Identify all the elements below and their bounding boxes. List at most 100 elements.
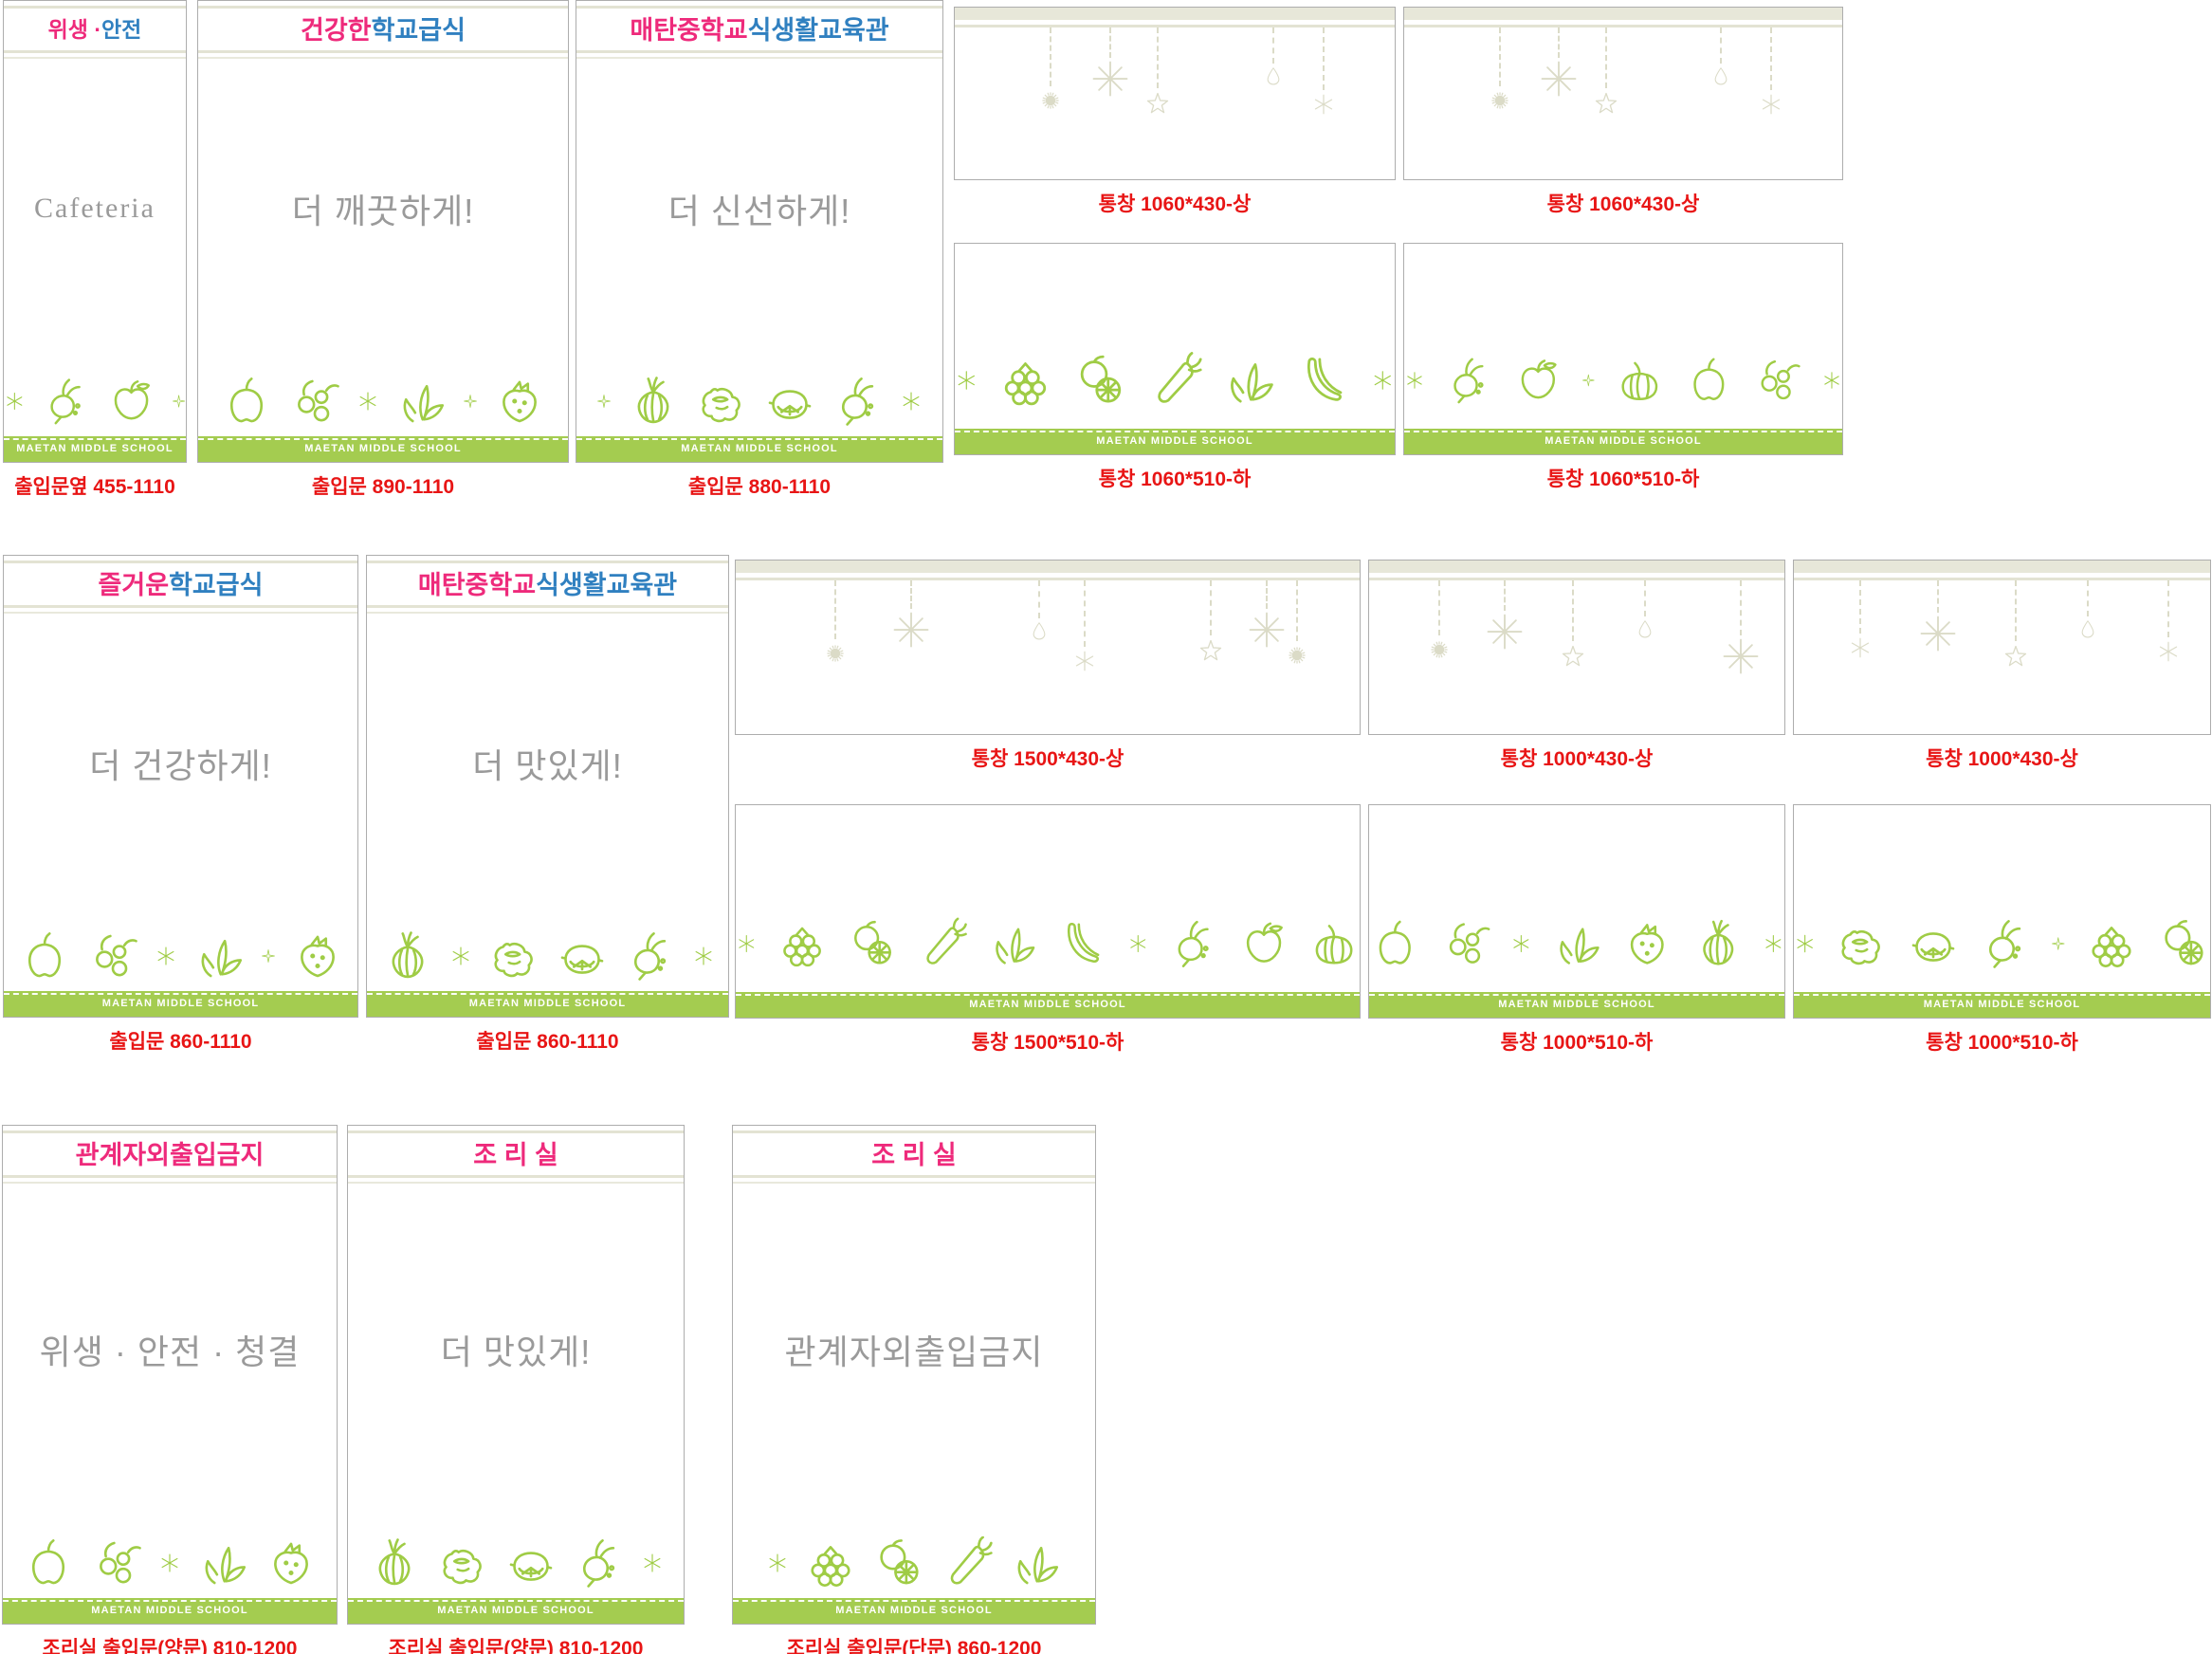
panel-unit-door-455: 위생 · 안전 Cafeteria MAETAN MIDDLE SCHOOL 출입문옆…: [3, 0, 187, 500]
cabbage-icon: [1841, 929, 1881, 965]
fruit-vegetable-icon-row: [576, 375, 942, 428]
berries-icon: [1761, 360, 1801, 400]
cabbage-icon: [702, 387, 740, 423]
pom-icon: [827, 645, 844, 662]
ornament-string: [1720, 28, 1723, 64]
ornament-string: [1604, 28, 1607, 88]
header-separator-line: [348, 1175, 684, 1178]
orange-icon: [1080, 355, 1121, 403]
school-name-label: MAETAN MIDDLE SCHOOL: [1923, 999, 2081, 1010]
bar-dashed-line: [1404, 431, 1842, 432]
panel-title: 매탄중학교 식생활교육관: [367, 563, 728, 601]
panel-door-860-c: 조 리 실 관계자외출입금지 MAETAN MIDDLE SCHOOL: [732, 1125, 1096, 1625]
panel-title-segment: 매탄중학교: [630, 15, 748, 45]
star-icon: [1199, 639, 1222, 661]
panel-door-455: 위생 · 안전 Cafeteria MAETAN MIDDLE SCHOOL: [3, 0, 187, 463]
hanging-ornament: [1919, 580, 1957, 652]
star-icon: [1146, 92, 1168, 114]
hanging-ornament: [1848, 580, 1873, 660]
ornament-string: [1572, 580, 1575, 641]
panel-body-text: 관계자외출입금지: [784, 1332, 1044, 1372]
bar-dashed-line: [367, 993, 728, 995]
hanging-ornament: [1038, 28, 1063, 113]
lemon-icon: [768, 390, 812, 419]
sparkle-icon: [1765, 934, 1782, 953]
hanging-ornament: [1722, 580, 1760, 675]
window-top-strip-line: [1794, 578, 2210, 580]
pumpkin-icon: [1315, 925, 1353, 965]
greens-icon: [1560, 928, 1600, 965]
header-top-line: [4, 6, 186, 9]
panel-unit-win-top-1060-a: 통창 1060*430-상: [954, 7, 1396, 217]
ornament-string: [1770, 28, 1773, 90]
greens-icon: [996, 928, 1035, 965]
ornament-string: [909, 580, 912, 609]
bar-dashed-line: [348, 1600, 684, 1602]
sparkle-icon: [958, 371, 975, 390]
size-caption: 조리실 출입문(양문) 810-1200: [388, 1638, 644, 1654]
window-top-strip: [736, 561, 1360, 573]
ornament-string: [1108, 28, 1111, 58]
sparkle-icon: [1797, 934, 1813, 953]
onion-icon: [637, 377, 669, 424]
panel-win-bot-1060-b: MAETAN MIDDLE SCHOOL: [1403, 243, 1843, 455]
pom-icon: [1431, 641, 1449, 658]
bar-dashed-line: [1794, 994, 2210, 996]
bar-dashed-line: [1369, 994, 1784, 996]
radish-icon: [1453, 358, 1484, 404]
ornament-string: [1498, 28, 1501, 86]
ornament-string: [2166, 580, 2169, 637]
school-name-label: MAETAN MIDDLE SCHOOL: [468, 998, 627, 1009]
hanging-ornament: [2156, 580, 2181, 664]
size-caption: 통창 1000*510-하: [1926, 1032, 2078, 1054]
panel-body-text: 더 맛있게!: [472, 745, 623, 785]
panel-unit-win-top-1000-b: 통창 1000*430-상: [1793, 560, 2211, 772]
berries-icon: [298, 379, 339, 422]
school-name-label: MAETAN MIDDLE SCHOOL: [835, 1605, 993, 1616]
berries-icon: [1449, 923, 1490, 964]
strawberry-icon: [1631, 924, 1664, 965]
header-separator-line: [198, 50, 568, 53]
radish-icon: [1178, 920, 1209, 967]
panel-unit-win-bot-1000-b: MAETAN MIDDLE SCHOOL 통창 1000*510-하: [1793, 804, 2211, 1056]
sparkle-icon: [7, 392, 23, 411]
header-top-line: [367, 561, 728, 563]
ornament-string: [834, 580, 837, 639]
panel-title-segment: 학교급식: [169, 570, 264, 599]
pumpkin-icon: [1621, 361, 1658, 400]
hanging-ornament: [1560, 580, 1586, 670]
panel-win-bot-1060-a: MAETAN MIDDLE SCHOOL: [954, 243, 1396, 455]
carrot-icon: [1157, 352, 1202, 403]
size-caption: 출입문 890-1110: [311, 476, 455, 498]
hanging-ornament: [1488, 28, 1512, 113]
panel-door-880: 매탄중학교 식생활교육관 더 신선하게! MAETAN MIDDLE SCHOOL: [576, 0, 943, 463]
ornament-string: [1644, 580, 1647, 616]
lemon-icon: [560, 945, 603, 974]
onion-icon: [392, 931, 423, 979]
sparkle4-icon: [1582, 374, 1595, 387]
panel-unit-door-860-a: 즐거운 학교급식 더 건강하게! MAETAN MIDDLE SCHOOL 출입문 8…: [3, 555, 358, 1055]
fruit-vegetable-icon-row: [4, 929, 357, 983]
panel-title-segment: 위생 ·: [47, 17, 102, 42]
panel-door-810-a: 관계자외출입금지 위생 · 안전 · 청결 MAETAN MIDDLE SCHOOL: [2, 1125, 338, 1625]
window-top-strip-line: [1369, 578, 1784, 580]
panel-win-bot-1500: MAETAN MIDDLE SCHOOL: [735, 804, 1361, 1019]
panel-door-890: 건강한 학교급식 더 깨끗하게! MAETAN MIDDLE SCHOOL: [197, 0, 569, 463]
school-name-bar: MAETAN MIDDLE SCHOOL: [4, 436, 186, 462]
panel-body-text: Cafeteria: [34, 192, 155, 224]
school-name-bar: MAETAN MIDDLE SCHOOL: [955, 429, 1395, 454]
raspberry-icon: [2092, 927, 2131, 967]
header-separator-line: [4, 605, 357, 608]
header-top-line: [4, 561, 357, 563]
header-separator-line: [3, 1175, 337, 1178]
header-separator-line-2: [4, 57, 186, 59]
panel-win-top-1000-a: [1368, 560, 1785, 735]
pepper-icon: [229, 377, 264, 423]
ornament-string: [1936, 580, 1939, 613]
apple-icon: [1521, 359, 1557, 399]
raspberry-icon: [811, 1546, 850, 1587]
onion-icon: [1703, 919, 1734, 965]
greens-icon: [201, 939, 242, 978]
window-top-strip-line: [736, 578, 1360, 580]
